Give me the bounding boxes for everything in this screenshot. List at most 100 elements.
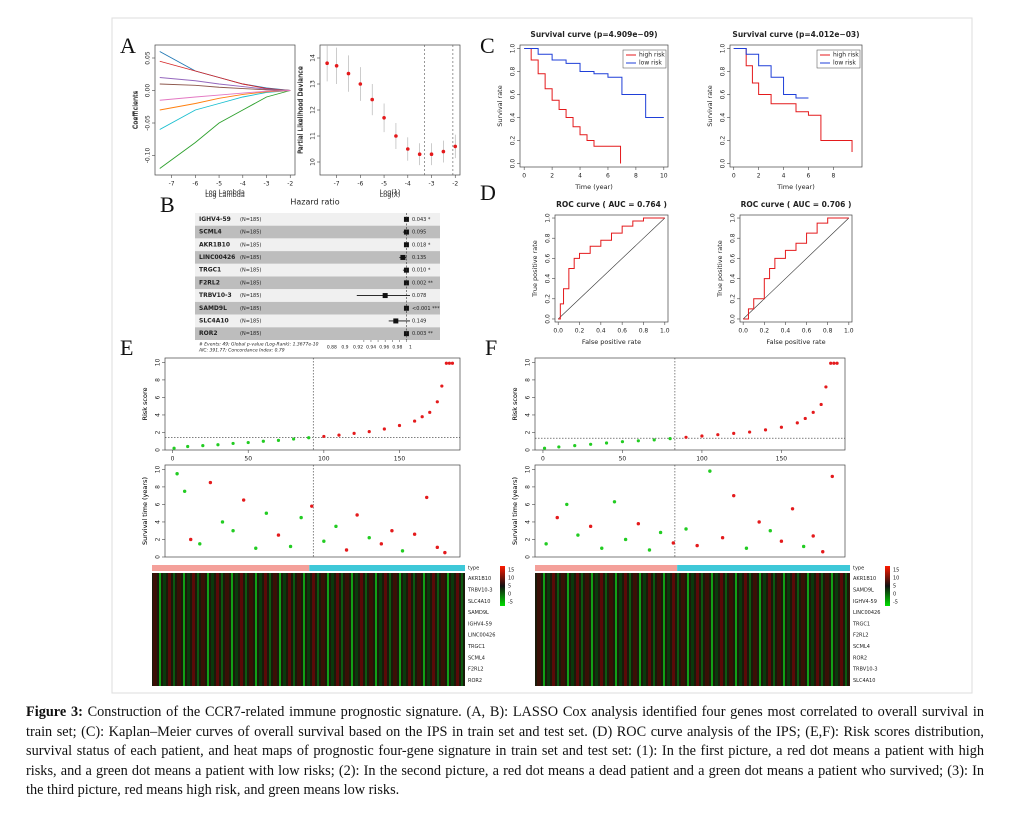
risk-point xyxy=(447,361,452,365)
forest-row xyxy=(195,213,440,226)
status-point xyxy=(811,534,815,538)
y-axis-label: Survival rate xyxy=(496,85,504,126)
y-tick-label: 0.6 xyxy=(510,90,517,100)
color-legend-tick: 5 xyxy=(893,584,896,590)
heatmap-gene-label: TRBV10-3 xyxy=(852,667,878,673)
y-tick-label: 10 xyxy=(525,358,532,366)
status-point xyxy=(671,541,676,545)
plot-title: Survival curve (p=4.012e−03) xyxy=(732,30,859,39)
caption: Figure 3: Construction of the CCR7-relat… xyxy=(26,703,984,801)
risk-point xyxy=(795,421,799,425)
risk-point xyxy=(337,433,341,437)
y-tick-label: 0.4 xyxy=(510,113,517,123)
y-axis-label: Partial Likelihood Deviance xyxy=(297,66,305,154)
legend-label: low risk xyxy=(833,60,856,67)
n-label: (N=185) xyxy=(240,293,261,299)
status-point xyxy=(264,511,269,515)
plot-frame xyxy=(519,44,669,168)
p-value: 0.002 ** xyxy=(412,280,433,286)
x-tick-label: 0 xyxy=(732,173,736,180)
y-tick-label: 0.8 xyxy=(720,67,727,77)
y-tick-label: 1.0 xyxy=(510,44,517,54)
y-tick-label: 2 xyxy=(155,430,162,434)
x-axis-label: Time (year) xyxy=(776,183,815,191)
risk-point xyxy=(231,441,235,446)
status-point xyxy=(744,546,749,550)
gene-label: LINC00426 xyxy=(199,254,235,261)
risk-point xyxy=(700,434,704,438)
status-point xyxy=(623,537,628,542)
x-axis-label: Log Lambda xyxy=(205,188,245,196)
x-tick-label: 0.2 xyxy=(575,328,585,335)
status-point xyxy=(400,549,405,553)
risk-point xyxy=(636,439,640,443)
cv-point xyxy=(429,152,434,156)
coefficient-path xyxy=(159,83,291,91)
risk-point xyxy=(542,446,547,450)
y-tick-label: 2 xyxy=(525,430,532,434)
risk-point xyxy=(589,442,593,446)
status-point xyxy=(647,548,652,552)
type-bar-low xyxy=(535,565,678,571)
y-tick-label: 2 xyxy=(525,537,532,541)
x-tick-label: -2 xyxy=(452,181,458,188)
y-tick-label: 8 xyxy=(155,485,162,489)
risk-point xyxy=(811,410,815,414)
y-tick-label: 8 xyxy=(525,485,532,489)
status-point xyxy=(544,542,548,546)
risk-point xyxy=(668,437,672,441)
color-legend-tick: -5 xyxy=(508,600,513,606)
x-tick-label: 100 xyxy=(696,456,708,463)
cv-point xyxy=(394,134,398,138)
y-tick-label: 2 xyxy=(155,537,162,541)
status-point xyxy=(435,545,440,550)
status-point xyxy=(276,533,281,537)
risk-point xyxy=(779,425,784,429)
risk-point xyxy=(216,443,220,447)
y-tick-label: 6 xyxy=(155,395,162,399)
caption-label: Figure 3: xyxy=(26,704,83,720)
heatmap-gene-label: TRGC1 xyxy=(467,644,485,650)
heatmap-gene-label: SCML4 xyxy=(853,644,870,650)
y-tick-label: 6 xyxy=(525,395,532,399)
status-point xyxy=(790,507,795,511)
y-tick-label: 0.00 xyxy=(145,84,152,98)
risk-point xyxy=(748,430,752,434)
y-tick-label: 10 xyxy=(155,358,162,366)
color-legend-tick: 10 xyxy=(893,576,899,582)
y-tick-label: 10 xyxy=(155,465,162,473)
status-point xyxy=(182,489,187,493)
heatmap-gene-label: TRGC1 xyxy=(852,621,870,627)
n-label: (N=185) xyxy=(240,242,261,248)
n-label: (N=185) xyxy=(240,306,261,312)
status-point xyxy=(390,529,394,533)
status-point xyxy=(231,529,235,533)
risk-point xyxy=(763,428,768,432)
x-tick-label: 1.0 xyxy=(844,328,854,335)
heatmap xyxy=(152,573,465,686)
x-axis-label: Log(λ) xyxy=(380,188,401,196)
cv-point xyxy=(346,71,351,76)
risk-point xyxy=(652,438,656,442)
panel-letter: B xyxy=(160,192,175,217)
y-axis-label: Risk score xyxy=(141,387,149,420)
risk-point xyxy=(322,434,326,439)
gene-label: SLC4A10 xyxy=(199,317,229,324)
roc-curve xyxy=(558,217,665,320)
risk-point xyxy=(819,402,823,407)
y-axis-label: Risk score xyxy=(511,387,519,420)
status-point xyxy=(322,539,326,543)
legend-label: low risk xyxy=(639,60,662,67)
p-value: 0.078 xyxy=(412,293,426,299)
heatmap-gene-label: SAMD9L xyxy=(468,610,489,616)
risk-point xyxy=(420,415,424,419)
forest-row xyxy=(195,301,440,315)
plot-frame xyxy=(534,464,846,558)
x-tick-label: 10 xyxy=(660,173,668,180)
forest-footnote: # Events: 49; Global p-value (Log-Rank):… xyxy=(199,342,319,348)
forest-row xyxy=(195,276,440,290)
risk-point xyxy=(732,431,736,435)
x-tick-label: 0.98 xyxy=(392,345,402,351)
n-label: (N=185) xyxy=(240,280,261,286)
